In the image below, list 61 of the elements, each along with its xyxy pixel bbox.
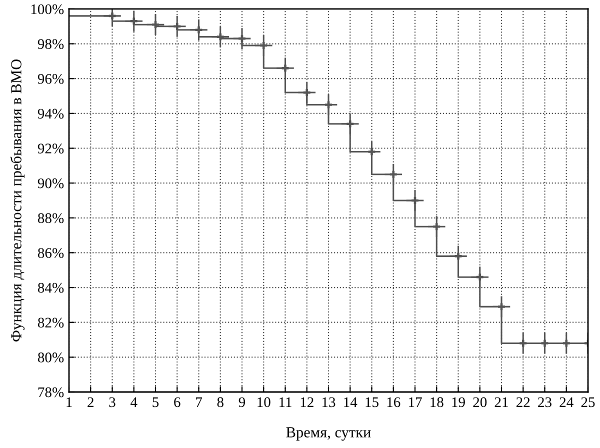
point (412, 197, 418, 204)
y-axis-title: Функция длительности пребывания в ВМО (10, 59, 25, 342)
x-tick-label: 25 (581, 397, 595, 408)
point (368, 148, 376, 156)
y-tick-label: 90% (38, 178, 64, 188)
x-tick-label: 15 (366, 397, 378, 408)
point (325, 101, 332, 108)
x-tick-label: 4 (130, 397, 138, 407)
y-tick-label: 80% (38, 352, 64, 362)
point (520, 340, 527, 347)
x-tick-label: 17 (408, 397, 422, 407)
y-tick-label: 82% (38, 318, 64, 328)
y-tick-label: 84% (38, 282, 64, 293)
x-tick-label: 19 (452, 397, 465, 408)
x-tick-label: 10 (258, 397, 270, 408)
x-tick-label: 13 (322, 397, 336, 408)
y-tick-label: 98% (38, 39, 64, 50)
x-tick-label: 24 (560, 397, 574, 407)
point (303, 89, 310, 96)
point (433, 223, 440, 230)
point (346, 120, 354, 128)
point (390, 170, 397, 178)
x-tick-label: 6 (174, 397, 180, 408)
point (562, 340, 570, 347)
y-tick-label: 78% (38, 387, 64, 398)
x-tick-label: 5 (152, 397, 159, 408)
point (174, 22, 181, 30)
point (130, 18, 138, 25)
x-tick-label: 21 (494, 397, 508, 407)
point (195, 26, 202, 34)
y-tick-label: 96% (38, 74, 64, 84)
x-tick-label: 1 (66, 397, 72, 407)
x-tick-label: 3 (109, 397, 116, 408)
x-tick-label: 18 (430, 397, 444, 408)
x-tick-label: 8 (217, 397, 224, 408)
x-tick-label: 2 (88, 397, 94, 407)
point (216, 33, 224, 40)
x-tick-label: 7 (196, 397, 202, 407)
x-tick-label: 16 (387, 397, 400, 408)
point (238, 35, 246, 42)
x-tick-label: 22 (516, 397, 530, 407)
point (454, 252, 462, 260)
y-tick-label: 86% (38, 248, 64, 258)
point (476, 274, 484, 281)
y-tick-label: 100% (31, 4, 64, 14)
x-tick-label: 20 (473, 397, 487, 408)
x-tick-label: 12 (300, 397, 314, 407)
x-axis-title: Время, сутки (286, 427, 371, 441)
point (152, 21, 159, 28)
x-tick-label: 23 (538, 397, 552, 408)
point (282, 64, 289, 72)
y-tick-label: 92% (38, 144, 64, 154)
point (260, 42, 268, 49)
point (108, 12, 116, 20)
x-tick-label: 9 (238, 397, 246, 408)
y-tick-label: 94% (38, 108, 64, 119)
y-tick-label: 88% (38, 213, 64, 224)
point (498, 303, 505, 310)
x-tick-label: 11 (280, 397, 292, 407)
x-tick-label: 14 (344, 397, 358, 407)
point (541, 340, 548, 347)
